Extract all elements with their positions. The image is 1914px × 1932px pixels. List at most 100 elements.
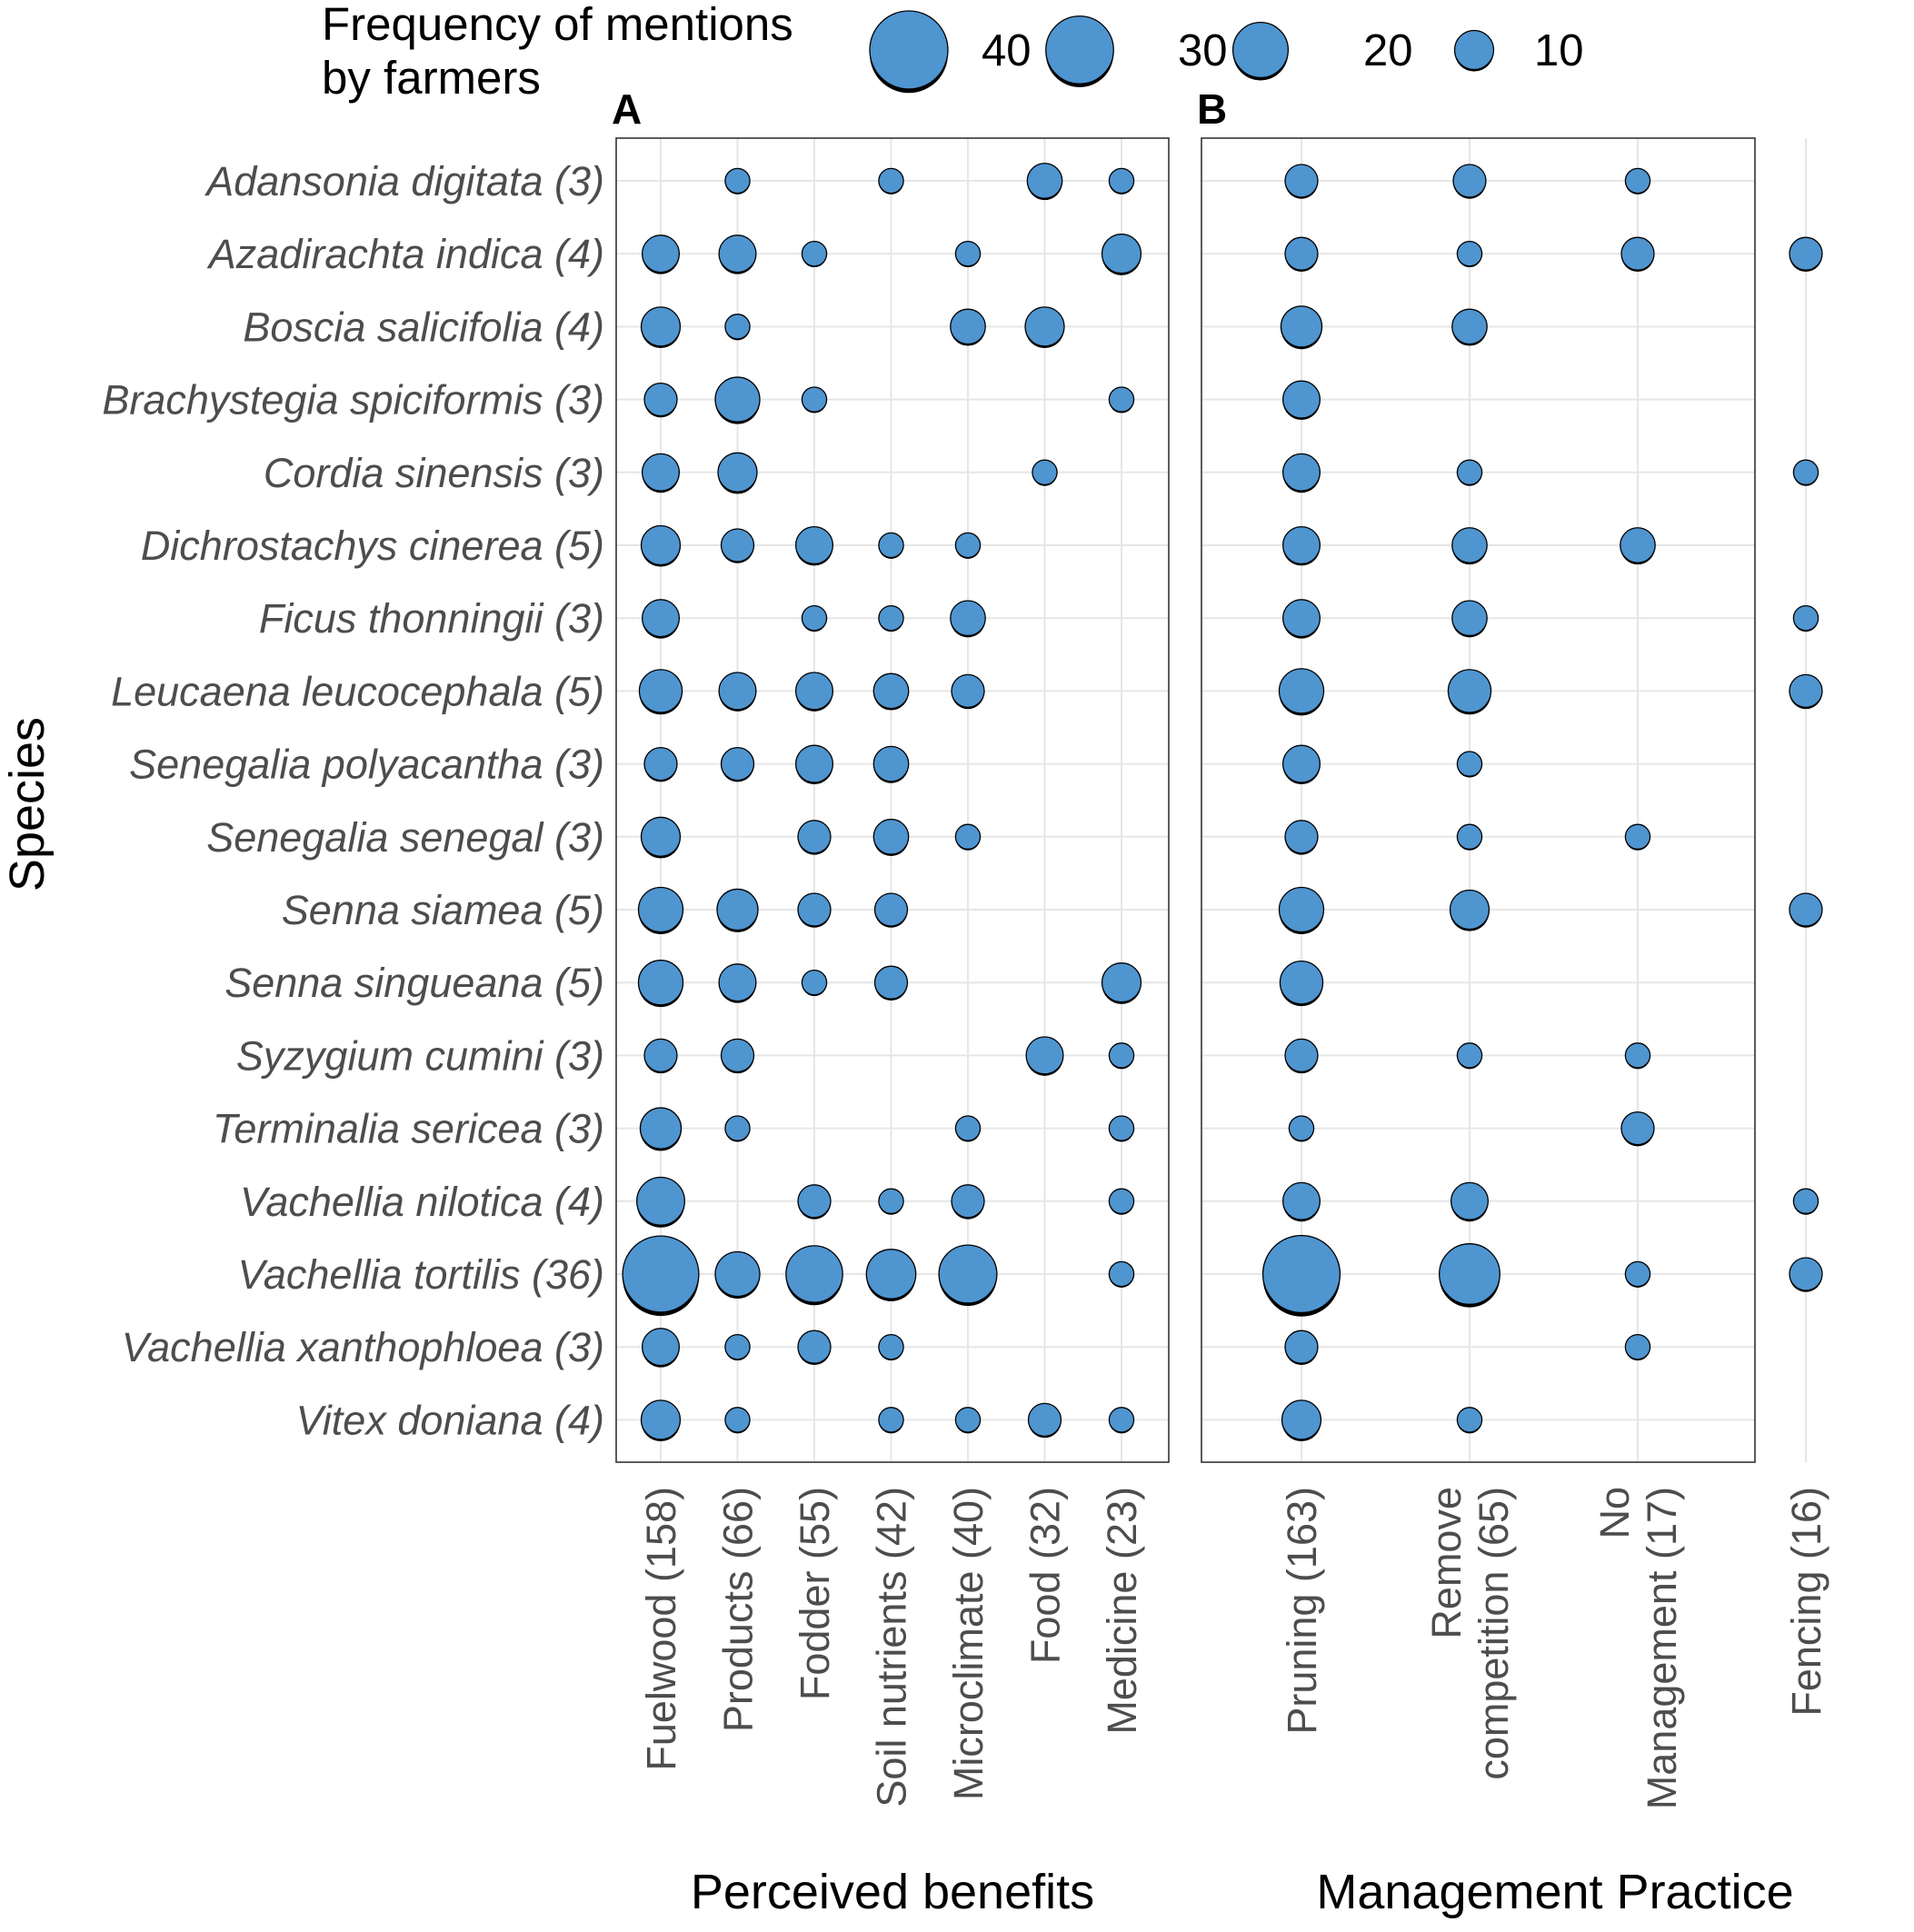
bubble-fill [1281,525,1321,565]
bubble [1024,306,1065,349]
bubble-fill [724,1115,751,1141]
bubble [640,1399,682,1442]
bubble-fill [1108,386,1135,413]
bubble [878,1407,904,1434]
species-label: Brachystegia spiciformis (3) [102,377,604,423]
bubble-fill [801,386,828,413]
bubble [801,604,828,632]
bubble [1449,889,1490,931]
bubble-fill [1026,163,1063,199]
bubble [1789,673,1823,710]
bubble [1108,1115,1135,1142]
bubble [1284,1329,1319,1365]
bubble [872,745,910,783]
bubble-fill [641,1328,681,1367]
bubble [1278,886,1325,934]
bubble [639,1107,683,1151]
legend-title-line1: Frequency of mentions [322,0,793,50]
bubble [865,1249,917,1301]
bubble-fill [954,240,982,267]
bubble-fill [1281,380,1321,419]
x-tick-label-line: Pruning (163) [1279,1487,1325,1735]
bubble [1284,1038,1319,1074]
bubble-fill [1278,886,1325,933]
x-tick-label: NoManagement (17) [1591,1487,1685,1809]
panel-b-x-axis-title: Management Practice [1316,1865,1793,1919]
bubble-fill [954,1115,982,1141]
bubble [1281,744,1321,785]
bubble-fill [878,1333,904,1360]
legend-title-line2: by farmers [322,52,541,104]
bubble [801,386,828,413]
bubble [873,892,909,928]
bubble [1450,1181,1490,1222]
bubble [637,960,684,1008]
bubble [1101,234,1142,275]
bubble-fill [1284,236,1319,271]
bubble [1789,892,1823,928]
bubble [643,1038,678,1074]
species-label: Vachellia tortilis (36) [238,1251,604,1298]
bubble-fill [872,745,910,782]
bubble [720,746,755,782]
x-tick-label-line: No [1591,1487,1638,1539]
bubble-fill [641,453,681,492]
bubble-fill [1032,459,1058,486]
bubble-fill [1792,459,1819,486]
bubble-fill [1620,1110,1655,1146]
bubble [801,969,828,997]
bubble [794,744,834,785]
bubble-fill [950,308,986,345]
bubble-fill [714,1250,761,1298]
legend-bubble-30 [1045,15,1114,87]
bubble-fill [1456,1407,1483,1433]
x-tick-label: Microclimate (40) [945,1487,992,1800]
bubble-fill [938,1244,998,1304]
bubble-fill [1789,236,1823,271]
bubble [1261,1234,1341,1317]
x-tick-label-line: Microclimate (40) [945,1487,992,1800]
bubble-fill [801,969,828,996]
bubble-fill [1624,823,1651,851]
bubble-fill [878,1407,904,1433]
bubble [878,1188,904,1215]
bubble-fill [794,672,834,711]
species-label: Ficus thonningii (3) [259,595,604,642]
legend-bubble-20-fill [1231,21,1290,79]
x-tick-label: Soil nutrients (42) [869,1487,915,1808]
bubble [951,1184,985,1220]
bubble-fill [801,604,828,632]
bubble [718,963,757,1003]
bubble [1624,1333,1651,1361]
bubble [801,240,828,268]
bubble-fill [718,234,757,274]
panel-b-tag: B [1197,85,1227,133]
bubble [878,604,904,632]
bubble-fill [643,746,678,782]
panel-b: B Pruning (163) Removecompetition (65) NoM… [1197,85,1829,1919]
species-label: Leucaena leucocephala (5) [111,668,604,714]
bubble [1281,453,1321,493]
bubble [641,599,681,639]
bubble-fill [640,1399,682,1440]
species-label: Vachellia xanthophloea (3) [122,1324,604,1370]
bubble-fill [785,1245,843,1303]
bubble-fill [640,524,682,566]
bubble-fill [1789,673,1823,709]
x-tick-label-line: Medicine (23) [1099,1487,1145,1735]
bubble-fill [1620,527,1656,563]
bubble [641,1328,681,1368]
bubble [1284,820,1319,855]
bubble [724,314,751,341]
bubble [724,1115,751,1142]
bubble [1026,163,1063,201]
bubble-fill [717,452,758,493]
bubble [1281,1399,1322,1442]
bubble [1284,164,1319,199]
bubble-fill [954,823,982,851]
x-tick-label-line: Fodder (55) [792,1487,838,1700]
x-tick-label: Fencing (16) [1783,1487,1829,1717]
species-label: Boscia salicifolia (4) [243,304,604,350]
bubble-fill [1284,820,1319,854]
species-label: Adansonia digitata (3) [204,158,604,204]
